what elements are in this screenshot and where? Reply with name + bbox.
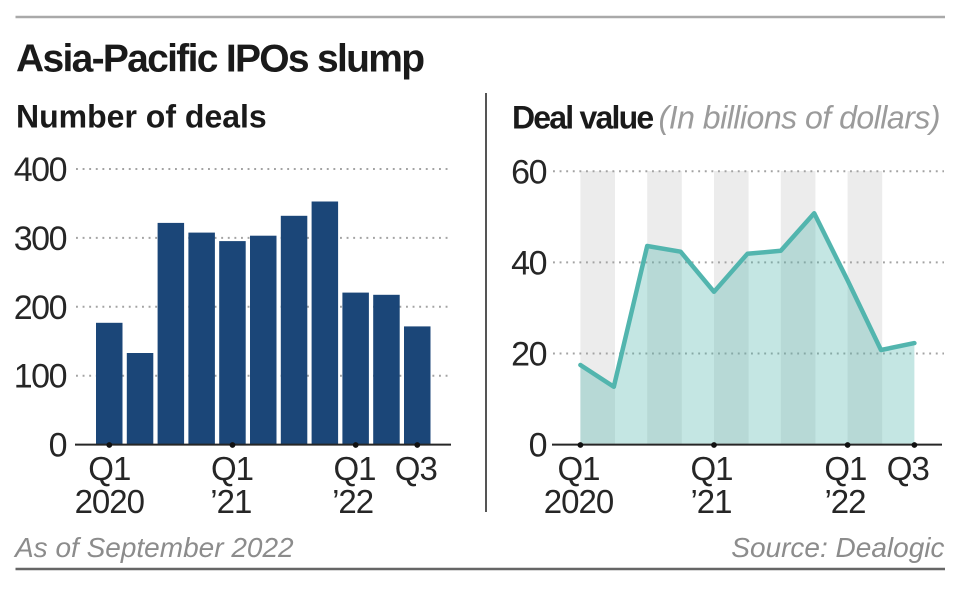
svg-text:300: 300: [14, 220, 67, 258]
svg-text:Q1: Q1: [88, 450, 130, 487]
svg-text:Deal value: Deal value: [512, 100, 653, 136]
svg-text:200: 200: [14, 289, 67, 327]
svg-text:’22: ’22: [332, 483, 373, 520]
svg-text:2020: 2020: [75, 483, 145, 520]
svg-text:’21: ’21: [210, 483, 251, 520]
svg-text:Q1: Q1: [557, 450, 599, 487]
svg-text:100: 100: [14, 358, 67, 396]
svg-text:Asia-Pacific IPOs slump: Asia-Pacific IPOs slump: [16, 38, 424, 81]
svg-text:Q1: Q1: [211, 450, 253, 487]
svg-text:(In billions of dollars): (In billions of dollars): [659, 100, 940, 136]
svg-text:0: 0: [49, 427, 67, 465]
svg-text:40: 40: [511, 244, 546, 282]
svg-text:Source: Dealogic: Source: Dealogic: [731, 532, 944, 563]
svg-text:400: 400: [14, 151, 67, 189]
svg-text:’21: ’21: [690, 483, 731, 520]
svg-text:Number of deals: Number of deals: [16, 99, 267, 135]
svg-text:0: 0: [529, 427, 547, 465]
svg-text:Q1: Q1: [824, 450, 866, 487]
svg-text:60: 60: [511, 153, 546, 191]
svg-text:Q1: Q1: [333, 450, 375, 487]
svg-text:Q3: Q3: [887, 450, 929, 487]
svg-text:’22: ’22: [824, 483, 865, 520]
svg-text:20: 20: [511, 336, 546, 374]
svg-text:As of September 2022: As of September 2022: [13, 532, 294, 563]
svg-text:Q3: Q3: [395, 450, 437, 487]
svg-text:Q1: Q1: [690, 450, 732, 487]
svg-text:2020: 2020: [544, 483, 614, 520]
